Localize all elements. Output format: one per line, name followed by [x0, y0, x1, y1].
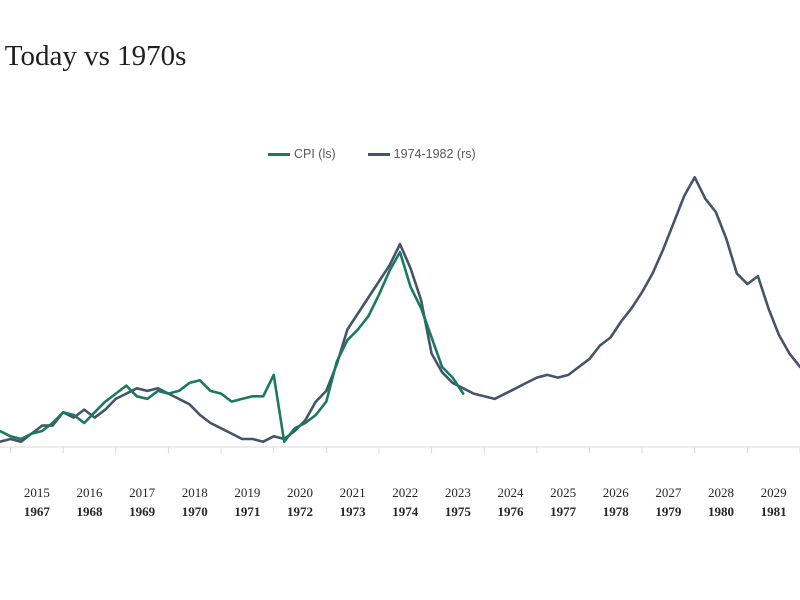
x-tick-label-bottom: 1976 — [498, 504, 525, 519]
series-layer — [0, 176, 800, 443]
x-tick-label-top: 2020 — [287, 485, 313, 500]
x-tick-label-bottom: 1969 — [129, 504, 156, 519]
legend-label-cpi: CPI (ls) — [294, 147, 336, 161]
x-tick-label-bottom: 1977 — [550, 504, 577, 519]
x-tick-label-top: 2017 — [129, 485, 156, 500]
x-tick-label-top: 2025 — [550, 485, 576, 500]
x-tick-label-top: 2023 — [445, 485, 471, 500]
x-tick-label-top: 2016 — [76, 485, 103, 500]
legend-swatch-1974-1982 — [367, 152, 390, 156]
x-tick-label-bottom: 1973 — [340, 504, 367, 519]
x-axis-ticks: 2015 1967 2016 1968 2017 1969 2018 1970 2019 1971… — [10, 447, 800, 519]
series-line-1974-1982 — [0, 176, 800, 443]
x-tick-label-bottom: 1978 — [603, 504, 630, 519]
x-tick-label-bottom: 1979 — [655, 504, 682, 519]
x-tick-label-bottom: 1971 — [234, 504, 260, 519]
x-tick-label-bottom: 1974 — [392, 504, 419, 519]
x-tick-label-top: 2021 — [340, 485, 366, 500]
legend-item-cpi: CPI (ls) — [268, 147, 336, 161]
legend-swatch-cpi — [268, 152, 290, 156]
x-tick-label-bottom: 1968 — [76, 504, 103, 519]
x-tick-label-bottom: 1970 — [182, 504, 208, 519]
x-tick-label-bottom: 1981 — [761, 504, 787, 519]
x-tick-label-top: 2026 — [603, 485, 630, 500]
x-tick-label-top: 2022 — [392, 485, 418, 500]
x-tick-label-bottom: 1980 — [708, 504, 734, 519]
x-tick-label-top: 2015 — [24, 485, 50, 500]
legend-label-1974-1982: 1974-1982 (rs) — [393, 147, 476, 161]
x-tick-label-top: 2029 — [761, 485, 787, 500]
x-tick-label-bottom: 1972 — [287, 504, 313, 519]
page-title: : Today vs 1970s — [0, 40, 187, 72]
x-tick-label-bottom: 1975 — [445, 504, 472, 519]
x-tick-label-top: 2024 — [498, 485, 525, 500]
chart-legend: CPI (ls) 1974-1982 (rs) — [268, 147, 508, 161]
x-tick-label-bottom: 1967 — [24, 504, 51, 519]
x-tick-label-top: 2028 — [708, 485, 734, 500]
legend-item-1974-1982: 1974-1982 (rs) — [367, 147, 476, 161]
x-tick-label-top: 2027 — [655, 485, 682, 500]
x-tick-label-top: 2019 — [234, 485, 260, 500]
x-tick-label-top: 2018 — [182, 485, 208, 500]
series-line-cpi — [0, 250, 465, 443]
